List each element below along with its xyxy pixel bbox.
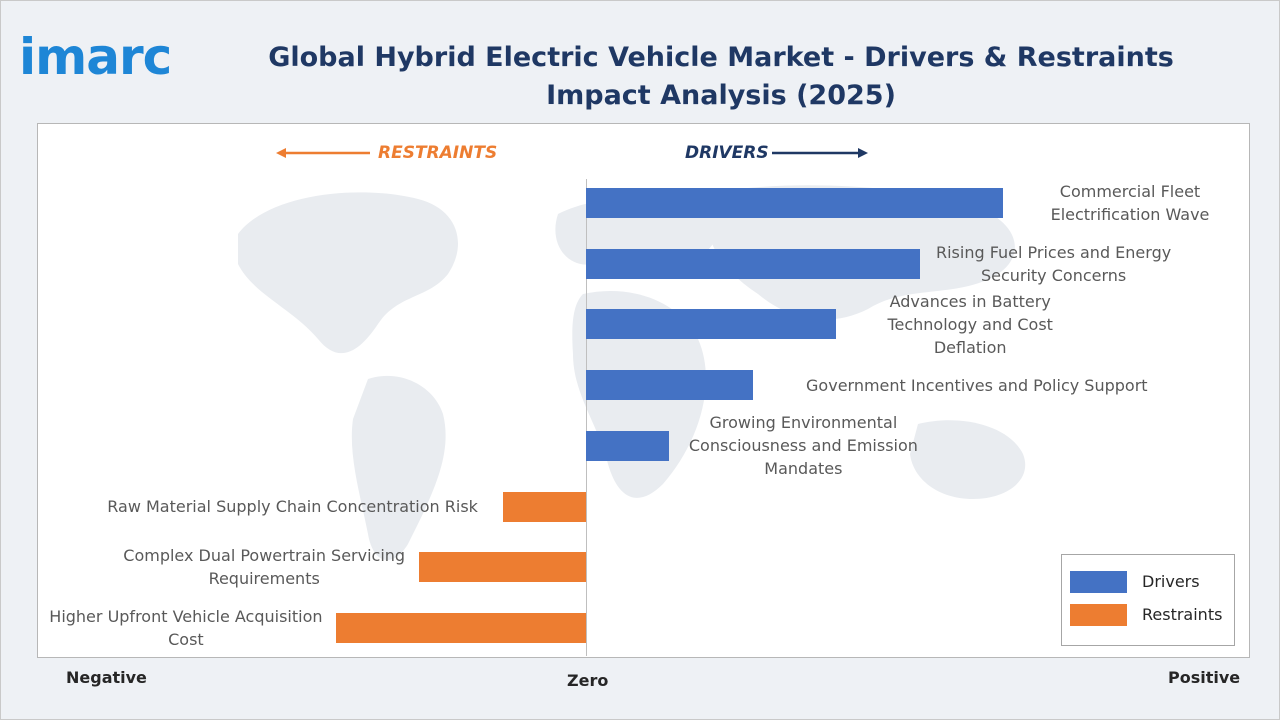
chart-title: Global Hybrid Electric Vehicle Market - …	[268, 42, 1174, 111]
restraint-bar-label: Higher Upfront Vehicle Acquisition Cost	[49, 606, 323, 649]
driver-bar	[586, 248, 920, 279]
restraint-bar	[419, 552, 586, 583]
chart-area: RESTRAINTS DRIVERS Commercial Fleet Elec…	[37, 123, 1250, 658]
driver-bar-label: Growing Environmental Consciousness and …	[688, 413, 918, 479]
imarc-logo: imarc	[19, 28, 172, 86]
restraint-bar	[502, 491, 586, 522]
restraints-arrow-icon	[276, 148, 370, 158]
legend-swatch-restraints	[1070, 604, 1127, 626]
zero-axis-line	[586, 179, 587, 656]
legend-label-restraints: Restraints	[1142, 605, 1223, 624]
axis-label-positive: Positive	[1168, 668, 1241, 687]
driver-bar-label: Rising Fuel Prices and Energy Security C…	[935, 242, 1172, 285]
driver-bar-label: Government Incentives and Policy Support	[806, 375, 1148, 395]
restraint-bar	[335, 612, 586, 643]
legend: Drivers Restraints	[1061, 554, 1235, 646]
driver-bar-label: Advances in Battery Technology and Cost …	[887, 291, 1053, 357]
legend-label-drivers: Drivers	[1142, 572, 1200, 591]
legend-swatch-drivers	[1070, 571, 1127, 593]
restraint-bar-label: Complex Dual Powertrain Servicing Requir…	[123, 546, 406, 589]
driver-bar	[586, 370, 753, 401]
driver-bar	[586, 188, 1003, 218]
drivers-direction-label: DRIVERS	[685, 143, 769, 163]
driver-bar	[586, 309, 837, 340]
restraint-bar-label: Raw Material Supply Chain Concentration …	[107, 497, 478, 516]
restraints-direction-label: RESTRAINTS	[378, 143, 498, 163]
drivers-arrow-icon	[772, 148, 868, 158]
axis-label-zero: Zero	[567, 671, 609, 690]
driver-bar-label: Commercial Fleet Electrification Wave	[1050, 182, 1210, 224]
axis-label-negative: Negative	[66, 668, 147, 687]
driver-bar	[586, 430, 670, 461]
